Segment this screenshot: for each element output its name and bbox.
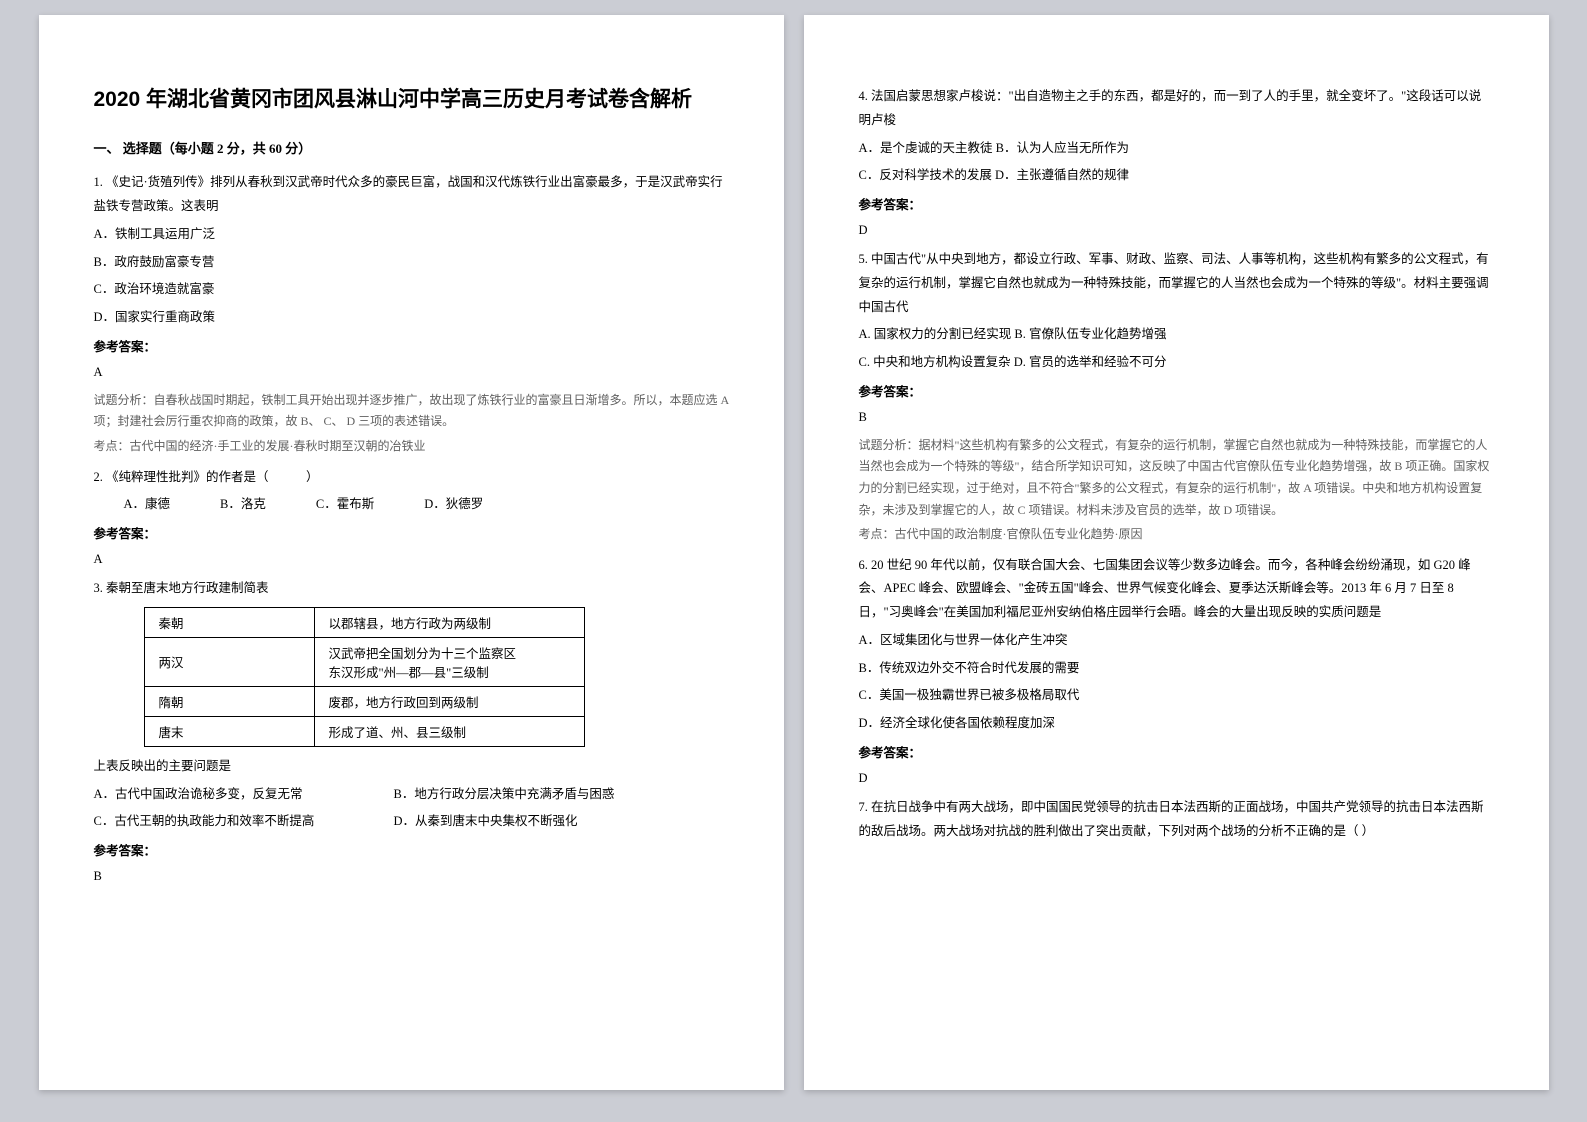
section-heading: 一、 选择题（每小题 2 分，共 60 分）	[94, 138, 729, 157]
table-row: 唐末 形成了道、州、县三级制	[144, 716, 584, 746]
question-7-text: 7. 在抗日战争中有两大战场，即中国国民党领导的抗击日本法西斯的正面战场，中国共…	[859, 796, 1494, 844]
exam-point-5: 考点：古代中国的政治制度·官僚队伍专业化趋势·原因	[859, 524, 1494, 546]
cell-dynasty: 隋朝	[144, 686, 314, 716]
answer-heading-4: 参考答案：	[859, 194, 1494, 213]
question-6-option-c: C．美国一极独霸世界已被多极格局取代	[859, 684, 1494, 708]
answer-value-3: B	[94, 869, 729, 884]
question-3-opts-row2: C．古代王朝的执政能力和效率不断提高 D．从秦到唐末中央集权不断强化	[94, 810, 729, 834]
question-6-text: 6. 20 世纪 90 年代以前，仅有联合国大会、七国集团会议等少数多边峰会。而…	[859, 554, 1494, 625]
answer-value-2: A	[94, 552, 729, 567]
answer-value-4: D	[859, 223, 1494, 238]
cell-dynasty: 两汉	[144, 637, 314, 686]
pages-container: 2020 年湖北省黄冈市团风县淋山河中学高三历史月考试卷含解析 一、 选择题（每…	[39, 15, 1549, 1090]
answer-heading-5: 参考答案：	[859, 381, 1494, 400]
cell-desc: 汉武帝把全国划分为十三个监察区 东汉形成"州—郡—县"三级制	[314, 637, 584, 686]
table-row: 隋朝 废郡，地方行政回到两级制	[144, 686, 584, 716]
question-1-option-a: A．铁制工具运用广泛	[94, 223, 729, 247]
exam-title: 2020 年湖北省黄冈市团风县淋山河中学高三历史月考试卷含解析	[94, 85, 729, 114]
question-1-text: 1. 《史记·货殖列传》排列从春秋到汉武帝时代众多的豪民巨富，战国和汉代炼铁行业…	[94, 171, 729, 219]
answer-value-5: B	[859, 410, 1494, 425]
question-1-option-b: B．政府鼓励富豪专营	[94, 251, 729, 275]
question-4-options-ab: A．是个虔诚的天主教徒 B．认为人应当无所作为	[859, 137, 1494, 161]
question-1-option-d: D．国家实行重商政策	[94, 306, 729, 330]
table-row: 秦朝 以郡辖县，地方行政为两级制	[144, 607, 584, 637]
question-5-options-ab: A. 国家权力的分割已经实现 B. 官僚队伍专业化趋势增强	[859, 323, 1494, 347]
page-left: 2020 年湖北省黄冈市团风县淋山河中学高三历史月考试卷含解析 一、 选择题（每…	[39, 15, 784, 1090]
table-row: 两汉 汉武帝把全国划分为十三个监察区 东汉形成"州—郡—县"三级制	[144, 637, 584, 686]
question-3-option-b: B．地方行政分层决策中充满矛盾与困惑	[394, 783, 729, 807]
page-right: 4. 法国启蒙思想家卢梭说："出自造物主之手的东西，都是好的，而一到了人的手里，…	[804, 15, 1549, 1090]
question-3-sub: 上表反映出的主要问题是	[94, 755, 729, 779]
answer-heading-6: 参考答案：	[859, 742, 1494, 761]
question-3-opts-row1: A．古代中国政治诡秘多变，反复无常 B．地方行政分层决策中充满矛盾与困惑	[94, 783, 729, 807]
question-3-option-d: D．从秦到唐末中央集权不断强化	[394, 810, 729, 834]
cell-desc: 以郡辖县，地方行政为两级制	[314, 607, 584, 637]
question-2-options: A．康德 B．洛克 C．霍布斯 D．狄德罗	[94, 493, 729, 517]
cell-desc: 形成了道、州、县三级制	[314, 716, 584, 746]
answer-heading-1: 参考答案：	[94, 336, 729, 355]
answer-value-1: A	[94, 365, 729, 380]
question-6-option-b: B．传统双边外交不符合时代发展的需要	[859, 657, 1494, 681]
cell-dynasty: 唐末	[144, 716, 314, 746]
question-3-text: 3. 秦朝至唐末地方行政建制简表	[94, 577, 729, 601]
dynasty-table: 秦朝 以郡辖县，地方行政为两级制 两汉 汉武帝把全国划分为十三个监察区 东汉形成…	[144, 607, 585, 747]
question-1-option-c: C．政治环境造就富豪	[94, 278, 729, 302]
question-6-option-a: A．区域集团化与世界一体化产生冲突	[859, 629, 1494, 653]
question-4-options-cd: C．反对科学技术的发展 D．主张遵循自然的规律	[859, 164, 1494, 188]
analysis-5: 试题分析：据材料"这些机构有繁多的公文程式，有复杂的运行机制，掌握它自然也就成为…	[859, 435, 1494, 521]
question-3-option-a: A．古代中国政治诡秘多变，反复无常	[94, 783, 394, 807]
question-5-options-cd: C. 中央和地方机构设置复杂 D. 官员的选举和经验不可分	[859, 351, 1494, 375]
question-2-text: 2. 《纯粹理性批判》的作者是（ ）	[94, 466, 729, 490]
table-wrapper: 秦朝 以郡辖县，地方行政为两级制 两汉 汉武帝把全国划分为十三个监察区 东汉形成…	[144, 607, 729, 747]
cell-desc: 废郡，地方行政回到两级制	[314, 686, 584, 716]
question-4-text: 4. 法国启蒙思想家卢梭说："出自造物主之手的东西，都是好的，而一到了人的手里，…	[859, 85, 1494, 133]
analysis-1: 试题分析：自春秋战国时期起，铁制工具开始出现并逐步推广，故出现了炼铁行业的富豪且…	[94, 390, 729, 433]
answer-heading-2: 参考答案：	[94, 523, 729, 542]
answer-heading-3: 参考答案：	[94, 840, 729, 859]
answer-value-6: D	[859, 771, 1494, 786]
question-3-option-c: C．古代王朝的执政能力和效率不断提高	[94, 810, 394, 834]
cell-dynasty: 秦朝	[144, 607, 314, 637]
exam-point-1: 考点：古代中国的经济·手工业的发展·春秋时期至汉朝的冶铁业	[94, 436, 729, 458]
question-5-text: 5. 中国古代"从中央到地方，都设立行政、军事、财政、监察、司法、人事等机构，这…	[859, 248, 1494, 319]
question-6-option-d: D．经济全球化使各国依赖程度加深	[859, 712, 1494, 736]
